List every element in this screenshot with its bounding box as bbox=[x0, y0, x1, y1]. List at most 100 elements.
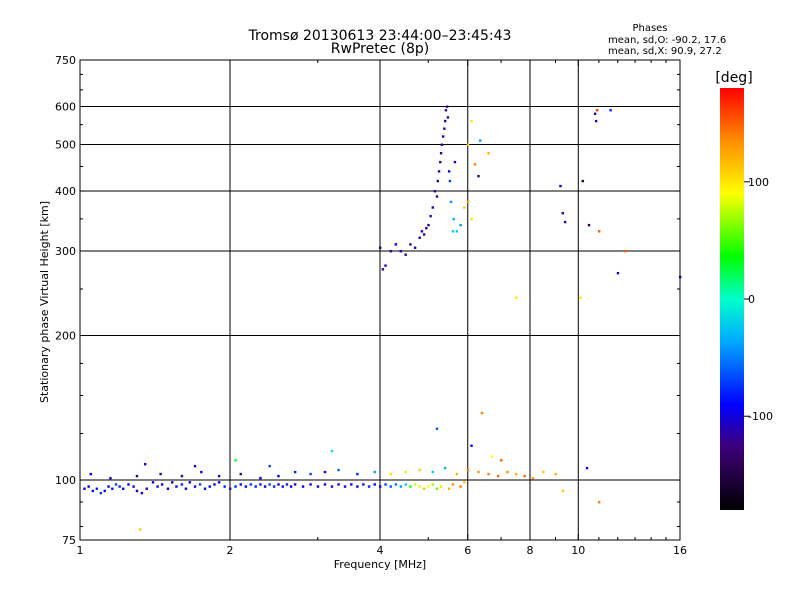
data-point bbox=[418, 485, 421, 488]
data-point bbox=[470, 217, 473, 221]
data-point bbox=[597, 500, 601, 504]
data-point bbox=[420, 230, 424, 233]
x-tick-label: 8 bbox=[527, 544, 534, 557]
data-point bbox=[193, 485, 197, 488]
data-point bbox=[470, 444, 473, 447]
data-point bbox=[259, 476, 262, 480]
data-point bbox=[337, 483, 340, 486]
data-point bbox=[389, 485, 392, 488]
colorbar-tick-label: 100 bbox=[748, 176, 769, 189]
data-point bbox=[531, 476, 535, 480]
data-point bbox=[293, 483, 297, 486]
data-point bbox=[171, 481, 174, 484]
data-point bbox=[384, 483, 387, 486]
data-point bbox=[440, 143, 444, 146]
colorbar-tick-label: -100 bbox=[748, 410, 773, 423]
data-point bbox=[373, 470, 376, 474]
data-point bbox=[140, 491, 144, 495]
data-point bbox=[111, 487, 114, 490]
data-point bbox=[413, 483, 417, 486]
data-point bbox=[330, 485, 334, 488]
data-point bbox=[447, 170, 451, 173]
data-point bbox=[362, 483, 365, 486]
data-point bbox=[394, 483, 398, 486]
y-tick-label: 100 bbox=[55, 474, 76, 487]
data-point bbox=[437, 170, 441, 173]
data-point bbox=[433, 190, 437, 193]
data-point bbox=[234, 459, 237, 462]
data-point bbox=[506, 470, 509, 474]
data-point bbox=[203, 487, 207, 490]
data-point bbox=[425, 227, 428, 230]
data-point bbox=[323, 483, 327, 486]
data-point bbox=[175, 485, 178, 488]
data-point bbox=[487, 472, 490, 476]
data-point bbox=[595, 109, 599, 112]
data-points bbox=[83, 105, 682, 531]
data-point bbox=[455, 472, 459, 476]
data-point bbox=[166, 487, 170, 490]
data-point bbox=[323, 470, 327, 474]
data-point bbox=[579, 296, 582, 299]
data-point bbox=[466, 468, 470, 472]
y-tick-label: 300 bbox=[55, 245, 76, 258]
data-point bbox=[259, 483, 262, 486]
data-point bbox=[145, 487, 148, 490]
data-point bbox=[379, 246, 382, 249]
colorbar-label: [deg] bbox=[715, 70, 752, 86]
data-point bbox=[389, 250, 392, 253]
data-point bbox=[479, 139, 482, 142]
data-point bbox=[135, 474, 139, 478]
y-tick-label: 200 bbox=[55, 330, 76, 343]
data-point bbox=[446, 116, 450, 119]
data-point bbox=[422, 487, 426, 490]
data-point bbox=[452, 217, 455, 221]
data-point bbox=[103, 489, 106, 493]
chart-subtitle: RwPretec (8p) bbox=[331, 41, 429, 57]
x-tick-label: 2 bbox=[227, 544, 234, 557]
data-point bbox=[239, 472, 242, 476]
data-point bbox=[217, 474, 221, 478]
data-point bbox=[95, 487, 99, 490]
data-point bbox=[159, 472, 162, 476]
data-point bbox=[122, 487, 125, 490]
data-point bbox=[160, 483, 164, 486]
y-tick-label: 400 bbox=[55, 185, 76, 198]
data-point bbox=[455, 230, 459, 233]
data-point bbox=[399, 485, 403, 488]
data-point bbox=[447, 487, 451, 490]
data-point bbox=[409, 485, 412, 488]
data-point bbox=[244, 485, 248, 488]
data-point bbox=[561, 489, 564, 493]
data-point bbox=[89, 472, 92, 476]
data-point bbox=[350, 483, 353, 486]
data-point bbox=[135, 489, 139, 493]
data-point bbox=[180, 474, 184, 478]
data-point bbox=[293, 470, 297, 474]
data-point bbox=[453, 160, 457, 164]
y-tick-label: 600 bbox=[55, 101, 76, 114]
data-point bbox=[609, 109, 612, 112]
data-point bbox=[466, 143, 470, 146]
data-point bbox=[422, 233, 426, 236]
data-point bbox=[285, 483, 289, 486]
data-point bbox=[118, 485, 121, 488]
data-point bbox=[594, 119, 598, 123]
data-point bbox=[587, 223, 591, 227]
data-point bbox=[473, 163, 477, 166]
data-point bbox=[429, 214, 432, 218]
x-tick-label: 10 bbox=[571, 544, 585, 557]
data-point bbox=[439, 152, 443, 155]
data-point bbox=[277, 474, 280, 478]
data-point bbox=[418, 236, 421, 239]
data-point bbox=[427, 485, 430, 488]
x-axis-label: Frequency [MHz] bbox=[334, 558, 426, 571]
data-point bbox=[436, 179, 440, 183]
data-point bbox=[597, 230, 601, 233]
data-point bbox=[616, 271, 620, 275]
data-point bbox=[127, 483, 130, 486]
data-point bbox=[451, 230, 455, 233]
data-point bbox=[459, 485, 462, 488]
data-point bbox=[559, 184, 562, 188]
data-point bbox=[389, 472, 392, 476]
